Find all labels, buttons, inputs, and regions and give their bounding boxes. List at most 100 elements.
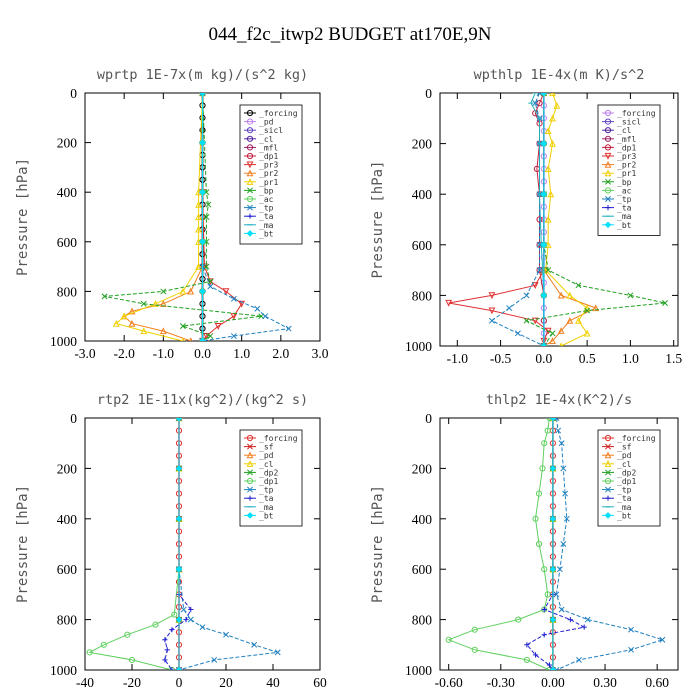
- series-point_tp: [555, 427, 562, 434]
- legend-marker: [604, 221, 612, 229]
- legend-label: _bt: [259, 511, 274, 520]
- series-point_bt: [549, 616, 557, 623]
- series-point_tp: [230, 333, 237, 339]
- legend-label: _pr2: [617, 161, 636, 170]
- y-axis-label: Pressure [hPa]: [15, 485, 31, 603]
- series-point_pr3: [206, 278, 214, 286]
- y-axis-label: Pressure [hPa]: [370, 160, 386, 278]
- series-point_dp1: [152, 621, 159, 628]
- series-point_tp: [199, 338, 206, 341]
- legend-label: _pr3: [259, 161, 278, 170]
- series-line_pr1: [545, 93, 588, 346]
- plot-frame: [84, 417, 321, 671]
- series-point_tp: [199, 624, 206, 631]
- legend-label: _ta: [617, 494, 632, 503]
- x-tick-label: 0.00: [541, 675, 565, 690]
- legend: _forcing_sf_pd_cl_dp2_dp1_tp_ta_ma_bt: [597, 429, 661, 527]
- legend-marker: [246, 230, 254, 237]
- x-tick-label: 0.60: [645, 675, 669, 690]
- series-point_pr3: [488, 292, 496, 300]
- y-tick-label: 400: [57, 185, 78, 200]
- series-point_pr1: [547, 190, 555, 198]
- series-line_dp1: [88, 418, 180, 670]
- series-point_tp: [274, 649, 281, 656]
- series-point_ta: [546, 662, 553, 668]
- legend-label: _forcing: [259, 434, 298, 443]
- legend-label: _cl: [617, 126, 632, 135]
- series-point_pr1: [112, 319, 120, 327]
- series-point_bp: [101, 293, 108, 300]
- legend-label: _ta: [617, 204, 632, 213]
- series-point_tp: [540, 343, 547, 346]
- legend: _forcing_sicl_cl_mfl_dp1_pr3_pr2_pr1_bp_…: [597, 104, 661, 236]
- legend-label: _pd: [617, 451, 632, 460]
- series-line_tp: [490, 93, 545, 346]
- series-point_ta: [164, 647, 170, 653]
- series-point_tp: [560, 465, 567, 472]
- series-point_tp: [180, 606, 187, 613]
- series-point_ta: [162, 637, 168, 643]
- series-point_dp1: [471, 626, 478, 633]
- series-point_bt: [549, 515, 557, 523]
- series-point_pr1: [195, 225, 202, 233]
- legend-marker: [604, 451, 612, 459]
- legend-label: _bp: [617, 178, 632, 187]
- series-point_bt: [540, 292, 548, 299]
- series-point_dp1: [523, 656, 530, 664]
- x-tick-label: 2.0: [272, 346, 289, 361]
- panel-title: thlp2 1E-4x(K^2)/s: [486, 392, 632, 408]
- series-point_bp: [523, 317, 530, 324]
- y-tick-label: 400: [412, 187, 433, 202]
- series-point_pr1: [179, 287, 187, 295]
- series-point_ta: [567, 617, 573, 623]
- legend-marker: [247, 204, 253, 211]
- legend-label: _ac: [617, 186, 632, 195]
- series-point_tp: [628, 626, 635, 633]
- legend-label: _sf: [617, 443, 632, 452]
- series-point_dp1: [544, 591, 551, 598]
- series-point_pr2: [128, 319, 136, 327]
- legend-marker: [604, 135, 612, 142]
- y-tick-label: 200: [412, 461, 433, 476]
- series-point_tp: [262, 313, 269, 320]
- series-point_bt: [199, 288, 206, 295]
- legend-marker: [246, 118, 254, 125]
- series-point_pr1: [140, 327, 148, 335]
- series-point_bt: [175, 565, 183, 573]
- series-line_bp: [104, 93, 262, 341]
- series-point_pr2: [128, 307, 136, 315]
- legend-label: _sf: [259, 443, 274, 452]
- y-tick-label: 600: [57, 562, 78, 577]
- series-point_bp: [179, 323, 186, 330]
- panel-3: rtp2 1E-11x(kg^2)/(kg^2 s) Pressure [hPa]…: [15, 392, 327, 690]
- legend-marker: [604, 127, 612, 134]
- series-point_bt: [549, 465, 557, 472]
- legend-marker: [246, 195, 254, 203]
- series-point_dp1: [539, 465, 546, 472]
- series-point_tp: [584, 616, 591, 623]
- legend-label: _forcing: [259, 109, 298, 118]
- series-point_pr1: [544, 165, 552, 172]
- series-point_tp: [553, 667, 560, 670]
- series-line_pr1: [115, 93, 203, 341]
- y-axis-label: Pressure [hPa]: [370, 485, 386, 603]
- legend-marker: [246, 169, 254, 177]
- series-point_ta: [188, 606, 194, 613]
- legend-marker: [247, 486, 253, 493]
- series-point_pr1: [544, 127, 552, 135]
- series-point_pr1: [120, 312, 128, 320]
- y-tick-label: 200: [57, 461, 78, 476]
- legend-label: _pr1: [259, 178, 278, 187]
- legend-marker: [605, 495, 611, 501]
- series-point_dp1: [541, 566, 548, 573]
- y-tick-label: 200: [57, 136, 78, 151]
- legend-marker: [246, 434, 254, 442]
- series-point_pr2: [557, 291, 565, 299]
- x-tick-label: 0.5: [579, 351, 596, 366]
- series-group: [445, 418, 666, 670]
- legend-marker: [605, 196, 611, 202]
- series-point_bp: [627, 292, 634, 299]
- legend-label: _dp1: [617, 477, 636, 486]
- y-tick-label: 400: [412, 512, 433, 527]
- legend-label: _dp2: [617, 468, 636, 477]
